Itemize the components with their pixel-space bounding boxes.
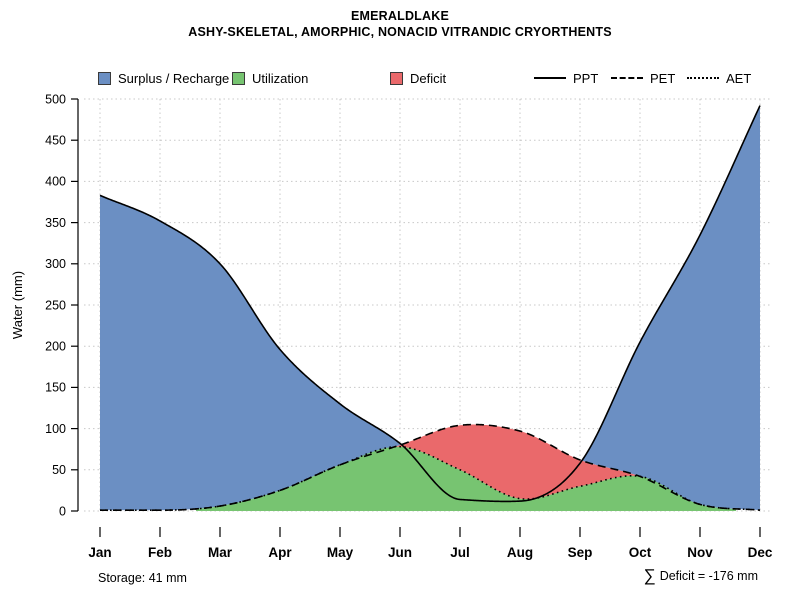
utilization-area (196, 446, 736, 511)
y-tick-label: 400 (45, 175, 66, 189)
storage-annotation: Storage: 41 mm (98, 571, 187, 585)
deficit-annotation: ∑ Deficit = -176 mm (644, 566, 758, 586)
y-tick-label: 350 (45, 216, 66, 230)
deficit-swatch-icon (390, 71, 403, 85)
y-tick-label: 150 (45, 381, 66, 395)
chart-subtitle: ASHY-SKELETAL, AMORPHIC, NONACID VITRAND… (188, 25, 612, 39)
month-label: Apr (268, 545, 292, 560)
deficit-text: Deficit = -176 mm (659, 569, 758, 583)
dotted-line-icon (687, 77, 719, 79)
legend-label-pet: PET (650, 70, 676, 86)
month-label: Jun (388, 545, 412, 560)
legend-label-surplus: Surplus / Recharge (118, 70, 230, 86)
utilization-swatch-icon (232, 71, 245, 85)
dashed-line-icon (611, 77, 643, 79)
legend-item-deficit: Deficit (390, 70, 447, 86)
y-tick-label: 500 (45, 92, 66, 106)
legend-item-aet: AET (687, 70, 752, 86)
month-label: Sep (568, 545, 593, 560)
month-label: Feb (148, 545, 172, 560)
surplus-area (100, 195, 402, 511)
legend-label-deficit: Deficit (410, 70, 447, 86)
month-label: Jul (450, 545, 470, 560)
y-tick-label: 100 (45, 422, 66, 436)
month-label: Dec (748, 545, 773, 560)
y-tick-label: 300 (45, 257, 66, 271)
month-label: May (327, 545, 354, 560)
legend-label-ppt: PPT (573, 70, 599, 86)
legend-label-utilization: Utilization (252, 70, 309, 86)
deficit-area (396, 424, 639, 500)
legend-item-ppt: PPT (534, 70, 599, 86)
y-tick-label: 200 (45, 340, 66, 354)
month-label: Nov (687, 545, 713, 560)
surplus-swatch-icon (98, 71, 111, 85)
month-label: Aug (507, 545, 533, 560)
y-tick-label: 450 (45, 134, 66, 148)
legend-item-pet: PET (611, 70, 676, 86)
y-tick-label: 50 (52, 463, 66, 477)
legend-item-surplus: Surplus / Recharge (98, 70, 230, 86)
chart-title: EMERALDLAKE (350, 9, 450, 23)
y-tick-label: 250 (45, 298, 66, 312)
y-tick-label: 0 (59, 504, 66, 518)
legend-label-aet: AET (726, 70, 752, 86)
aet-line (100, 445, 761, 511)
month-label: Jan (88, 545, 111, 560)
legend-item-utilization: Utilization (232, 70, 309, 86)
month-label: Mar (208, 545, 233, 560)
solid-line-icon (534, 77, 566, 79)
y-axis-title: Water (mm) (10, 271, 25, 339)
month-label: Oct (629, 545, 652, 560)
ppt-line (99, 105, 761, 503)
sigma-symbol: ∑ (643, 566, 656, 585)
surplus-area (582, 105, 760, 511)
